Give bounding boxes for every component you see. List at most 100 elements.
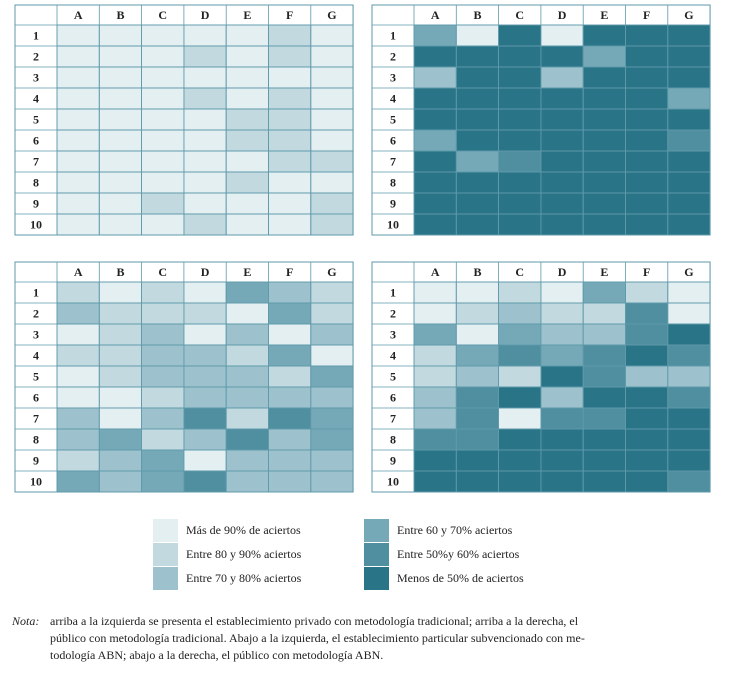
row-label: 2: [390, 49, 396, 63]
cell: [310, 66, 354, 89]
cell: [455, 24, 499, 47]
cell: [225, 281, 269, 304]
row-label: 7: [390, 154, 396, 168]
column-label: E: [600, 8, 608, 22]
cell: [98, 344, 143, 367]
cell: [310, 87, 354, 110]
cell: [667, 281, 711, 304]
cell: [98, 302, 143, 325]
cell: [183, 24, 227, 47]
cell: [498, 344, 542, 367]
cell: [413, 108, 457, 131]
column-label: C: [515, 8, 524, 22]
cell: [183, 323, 227, 346]
cell: [667, 150, 711, 173]
cell: [183, 192, 227, 215]
cell: [225, 150, 269, 173]
cell: [141, 386, 185, 409]
cell: [98, 428, 143, 451]
column-label: G: [327, 8, 336, 22]
cell: [540, 365, 584, 388]
row-label: 6: [390, 390, 396, 404]
cell: [498, 281, 542, 304]
row-label: 9: [33, 196, 39, 210]
cell: [625, 171, 669, 194]
cell: [98, 129, 143, 152]
cell: [498, 323, 542, 346]
cell: [141, 344, 185, 367]
row-label: 4: [390, 91, 396, 105]
cell: [455, 281, 499, 304]
cell: [183, 302, 227, 325]
cell: [625, 192, 669, 215]
cell: [56, 323, 100, 346]
cell: [98, 192, 143, 215]
row-label: 8: [390, 432, 396, 446]
cell: [56, 281, 100, 304]
cell: [582, 407, 626, 430]
cell: [498, 428, 542, 451]
cell: [498, 192, 542, 215]
cell: [225, 171, 269, 194]
column-label: C: [515, 265, 524, 279]
cell: [498, 45, 542, 68]
row-label: 5: [390, 112, 396, 126]
cell: [540, 129, 584, 152]
cell: [582, 302, 626, 325]
row-label: 3: [390, 327, 396, 341]
cell: [455, 302, 499, 325]
cell: [667, 129, 711, 152]
cell: [98, 45, 143, 68]
cell: [56, 24, 100, 47]
cell: [183, 87, 227, 110]
cell: [667, 87, 711, 110]
cell: [98, 281, 143, 304]
cell: [268, 213, 312, 236]
cell: [582, 171, 626, 194]
cell: [582, 45, 626, 68]
cell: [141, 108, 185, 131]
cell: [667, 302, 711, 325]
cell: [413, 407, 457, 430]
cell: [625, 281, 669, 304]
cell: [56, 213, 100, 236]
cell: [225, 470, 269, 493]
cell: [667, 192, 711, 215]
column-label: B: [473, 265, 481, 279]
row-label: 10: [387, 474, 399, 488]
cell: [582, 108, 626, 131]
cell: [455, 407, 499, 430]
cell: [56, 45, 100, 68]
cell: [183, 129, 227, 152]
row-label: 2: [33, 49, 39, 63]
cell: [141, 407, 185, 430]
cell: [141, 66, 185, 89]
row-label: 1: [390, 285, 396, 299]
cell: [625, 108, 669, 131]
cell: [268, 281, 312, 304]
cell: [141, 129, 185, 152]
row-label: 7: [33, 411, 39, 425]
cell: [56, 449, 100, 472]
row-label: 10: [30, 474, 42, 488]
grid-border: [14, 4, 354, 236]
cell: [56, 344, 100, 367]
cell: [455, 386, 499, 409]
column-label: E: [600, 265, 608, 279]
cell: [413, 281, 457, 304]
cell: [667, 66, 711, 89]
cell: [498, 386, 542, 409]
cell: [183, 45, 227, 68]
cell: [56, 302, 100, 325]
cell: [498, 213, 542, 236]
row-label: 5: [390, 369, 396, 383]
cell: [413, 323, 457, 346]
cell: [56, 470, 100, 493]
cell: [625, 66, 669, 89]
cell: [98, 171, 143, 194]
row-label: 6: [33, 133, 39, 147]
column-label: G: [327, 265, 336, 279]
cell: [667, 470, 711, 493]
cell: [56, 192, 100, 215]
